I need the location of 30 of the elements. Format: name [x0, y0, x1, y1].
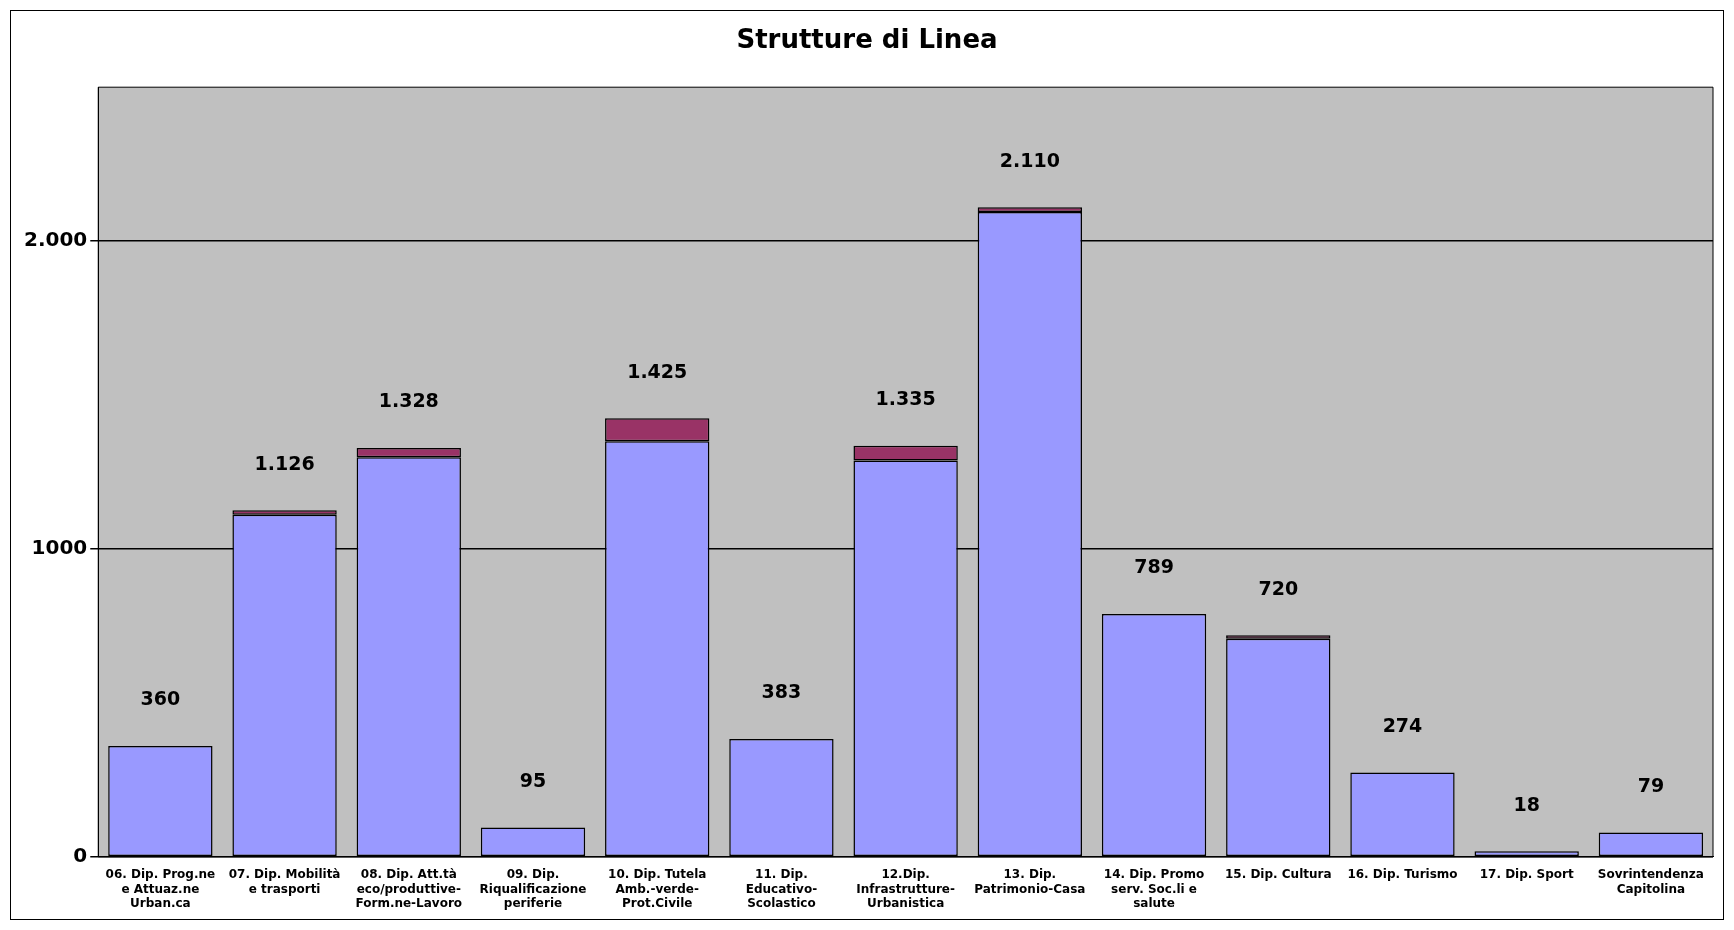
- x-tick-label: 09. Dip. Riqualificazione periferie: [479, 867, 587, 910]
- total-label: 1.425: [627, 359, 688, 382]
- total-label: 79: [1637, 773, 1665, 796]
- chart-title: Strutture di Linea: [736, 24, 998, 55]
- total-label: 1.126: [254, 451, 315, 474]
- total-label: 95: [519, 768, 547, 791]
- total-label: 383: [761, 680, 802, 703]
- x-tick-label: 07. Dip. Mobilità e trasporti: [228, 867, 341, 896]
- y-tick-label: 0: [73, 843, 88, 867]
- x-tick-label: 06. Dip. Prog.ne e Attuaz.ne Urban.ca: [105, 867, 216, 910]
- y-tick-label: 1000: [31, 535, 88, 560]
- total-label: 720: [1258, 576, 1299, 599]
- x-tick-label: 11. Dip. Educativo- Scolastico: [745, 867, 818, 910]
- x-tick-label: Sovrintendenza Capitolina: [1597, 867, 1704, 896]
- x-tick-label: 10. Dip. Tutela Amb.-verde- Prot.Civile: [608, 867, 707, 910]
- x-tick-label: 12.Dip. Infrastrutture- Urbanistica: [856, 867, 955, 910]
- total-label: 1.328: [378, 389, 439, 412]
- total-label: 1.335: [875, 387, 936, 410]
- x-tick-label: 15. Dip. Cultura: [1224, 867, 1332, 882]
- total-label: 274: [1382, 713, 1423, 736]
- x-tick-label: 16. Dip. Turismo: [1347, 867, 1458, 882]
- total-label: 789: [1134, 555, 1174, 578]
- total-label: 360: [140, 687, 181, 710]
- y-tick-label: 2.000: [24, 227, 88, 252]
- total-label: 18: [1513, 792, 1540, 815]
- x-tick-label: 13. Dip. Patrimonio-Casa: [974, 867, 1086, 896]
- total-label: 2.110: [999, 148, 1060, 171]
- x-tick-label: 17. Dip. Sport: [1479, 867, 1574, 882]
- x-tick-label: 08. Dip. Att.tà eco/produttive- Form.ne-Lavoro: [355, 867, 463, 910]
- x-tick-label: 14. Dip. Promo serv. Soc.li e salute: [1103, 867, 1205, 910]
